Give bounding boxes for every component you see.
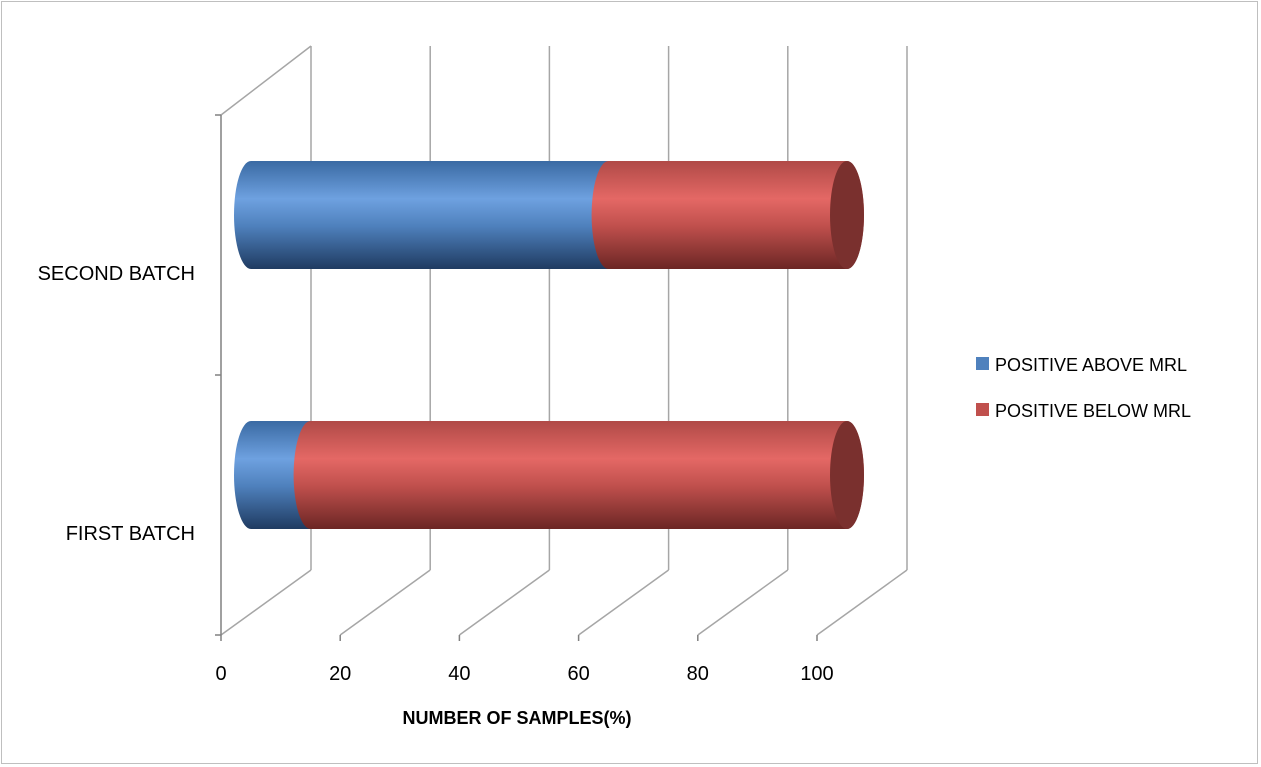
y-category-labels: FIRST BATCH SECOND BATCH (38, 263, 195, 545)
category-label: FIRST BATCH (66, 523, 195, 545)
legend-swatch (976, 403, 989, 416)
x-tick-label: 40 (448, 663, 470, 685)
chart-walls (215, 45, 908, 641)
x-tick-label: 100 (800, 663, 833, 685)
side-wall-edge (220, 45, 312, 116)
category-label: SECOND BATCH (38, 263, 195, 285)
x-tick-label: 20 (329, 663, 351, 685)
x-tick-label: 60 (567, 663, 589, 685)
x-axis-title: NUMBER OF SAMPLES(%) (403, 708, 632, 728)
legend: POSITIVE ABOVE MRL POSITIVE BELOW MRL (976, 355, 1191, 421)
bar-end-cap-0 (830, 421, 864, 529)
floor-line-5 (816, 569, 908, 636)
floor-line-1 (339, 569, 431, 636)
x-tick-labels: 0 20 40 60 80 100 (215, 663, 833, 685)
bar-end-cap-1 (830, 161, 864, 269)
floor-line-3 (578, 569, 670, 636)
floor-line-2 (458, 569, 550, 636)
floor-line-4 (697, 569, 789, 636)
bar-below-mrl-0 (293, 421, 865, 529)
x-tick-label: 0 (215, 663, 226, 685)
legend-swatch (976, 357, 989, 370)
legend-label: POSITIVE ABOVE MRL (995, 355, 1187, 375)
floor-line-0 (220, 569, 312, 636)
legend-label: POSITIVE BELOW MRL (995, 401, 1191, 421)
bar-below-mrl-1 (591, 161, 864, 269)
chart-bars (234, 161, 865, 529)
x-tick-label: 80 (687, 663, 709, 685)
bar-above-mrl-1 (234, 161, 626, 269)
